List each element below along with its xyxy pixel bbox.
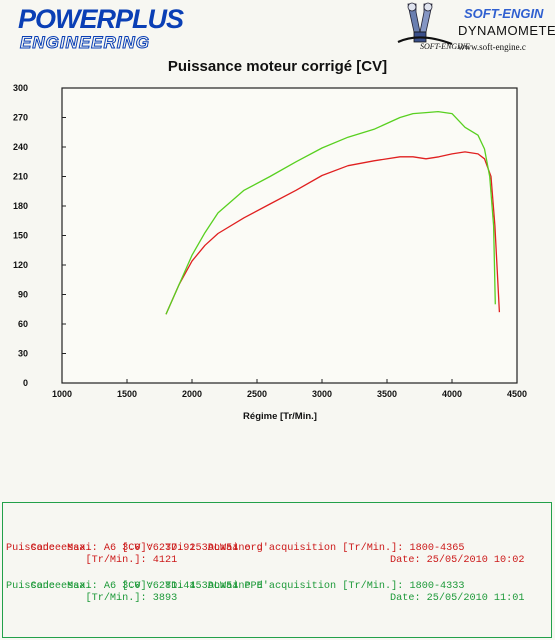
info-line-3: [Tr/Min.]: 4121 bbox=[6, 555, 178, 566]
y-tick-label: 180 bbox=[13, 201, 28, 211]
x-tick-label: 1500 bbox=[117, 389, 137, 399]
brand-subtitle: DYNAMOMETE bbox=[458, 23, 555, 38]
x-tick-label: 4000 bbox=[442, 389, 462, 399]
y-tick-label: 210 bbox=[13, 172, 28, 182]
y-tick-label: 240 bbox=[13, 142, 28, 152]
test-date-2: Date: 25/05/2010 11:01 bbox=[390, 593, 525, 604]
series-line-1 bbox=[165, 151, 501, 315]
logo-title-line2: ENGINEERING bbox=[19, 33, 151, 53]
x-tick-label: 1000 bbox=[52, 389, 72, 399]
x-tick-label: 3000 bbox=[312, 389, 332, 399]
info-line-4: Code essai: A6 3.0 V6 TDi 153ALW54 PPE D… bbox=[6, 569, 524, 617]
x-tick-label: 2500 bbox=[247, 389, 267, 399]
info-line-6: [Tr/Min.]: 3893 bbox=[6, 593, 178, 604]
plot-area bbox=[61, 87, 518, 384]
power-chart: 0 30 60 90 120 150 180 210 240 270 300 1000 1500 200… bbox=[13, 83, 527, 422]
y-tick-label: 0 bbox=[23, 378, 28, 388]
x-tick-label: 4500 bbox=[507, 389, 527, 399]
piston-icon bbox=[397, 2, 453, 46]
test-info-box: Code essai: A6 3.0 V6 TDi 153ALW54 org D… bbox=[2, 502, 552, 638]
test-date-1: Date: 25/05/2010 10:02 bbox=[390, 555, 525, 566]
y-tick-label: 120 bbox=[13, 260, 28, 270]
series-line-2 bbox=[165, 110, 496, 315]
x-axis-label: Régime [Tr/Min.] bbox=[243, 411, 317, 422]
info-line-5: Puissance Max. [CV]: 281.44 Domaine d'ac… bbox=[6, 581, 465, 592]
y-tick-label: 90 bbox=[18, 290, 28, 300]
y-tick-label: 150 bbox=[13, 231, 28, 241]
info-line-2: Puissance Max. [CV]: 237.92 Domaine d'ac… bbox=[6, 543, 465, 554]
x-tick-label: 2000 bbox=[182, 389, 202, 399]
chart-title: Puissance moteur corrigé [CV] bbox=[167, 58, 388, 75]
test-code-1: Code essai: A6 3.0 V6 TDi 153ALW54 org bbox=[30, 543, 263, 554]
y-tick-label: 30 bbox=[18, 349, 28, 359]
brand-mini-logo: SOFT-ENGINE bbox=[420, 42, 471, 51]
y-tick-label: 300 bbox=[13, 83, 28, 93]
x-tick-label: 3500 bbox=[377, 389, 397, 399]
info-line-1: Code essai: A6 3.0 V6 TDi 153ALW54 org D… bbox=[6, 531, 524, 579]
y-tick-label: 270 bbox=[13, 113, 28, 123]
y-tick-label: 60 bbox=[18, 319, 28, 329]
logo-title-line1: POWERPLUS bbox=[18, 4, 184, 34]
powerplus-logo: POWERPLUS ENGINEERING bbox=[18, 4, 184, 54]
soft-engine-logo: SOFT-ENGIN DYNAMOMETE SOFT-ENGINE www.so… bbox=[392, 2, 555, 58]
brand-name: SOFT-ENGIN bbox=[464, 6, 544, 21]
brand-url: www.soft-engine.c bbox=[458, 42, 526, 52]
test-code-2: Code essai: A6 3.0 V6 TDi 153ALW54 PPE bbox=[30, 581, 263, 592]
